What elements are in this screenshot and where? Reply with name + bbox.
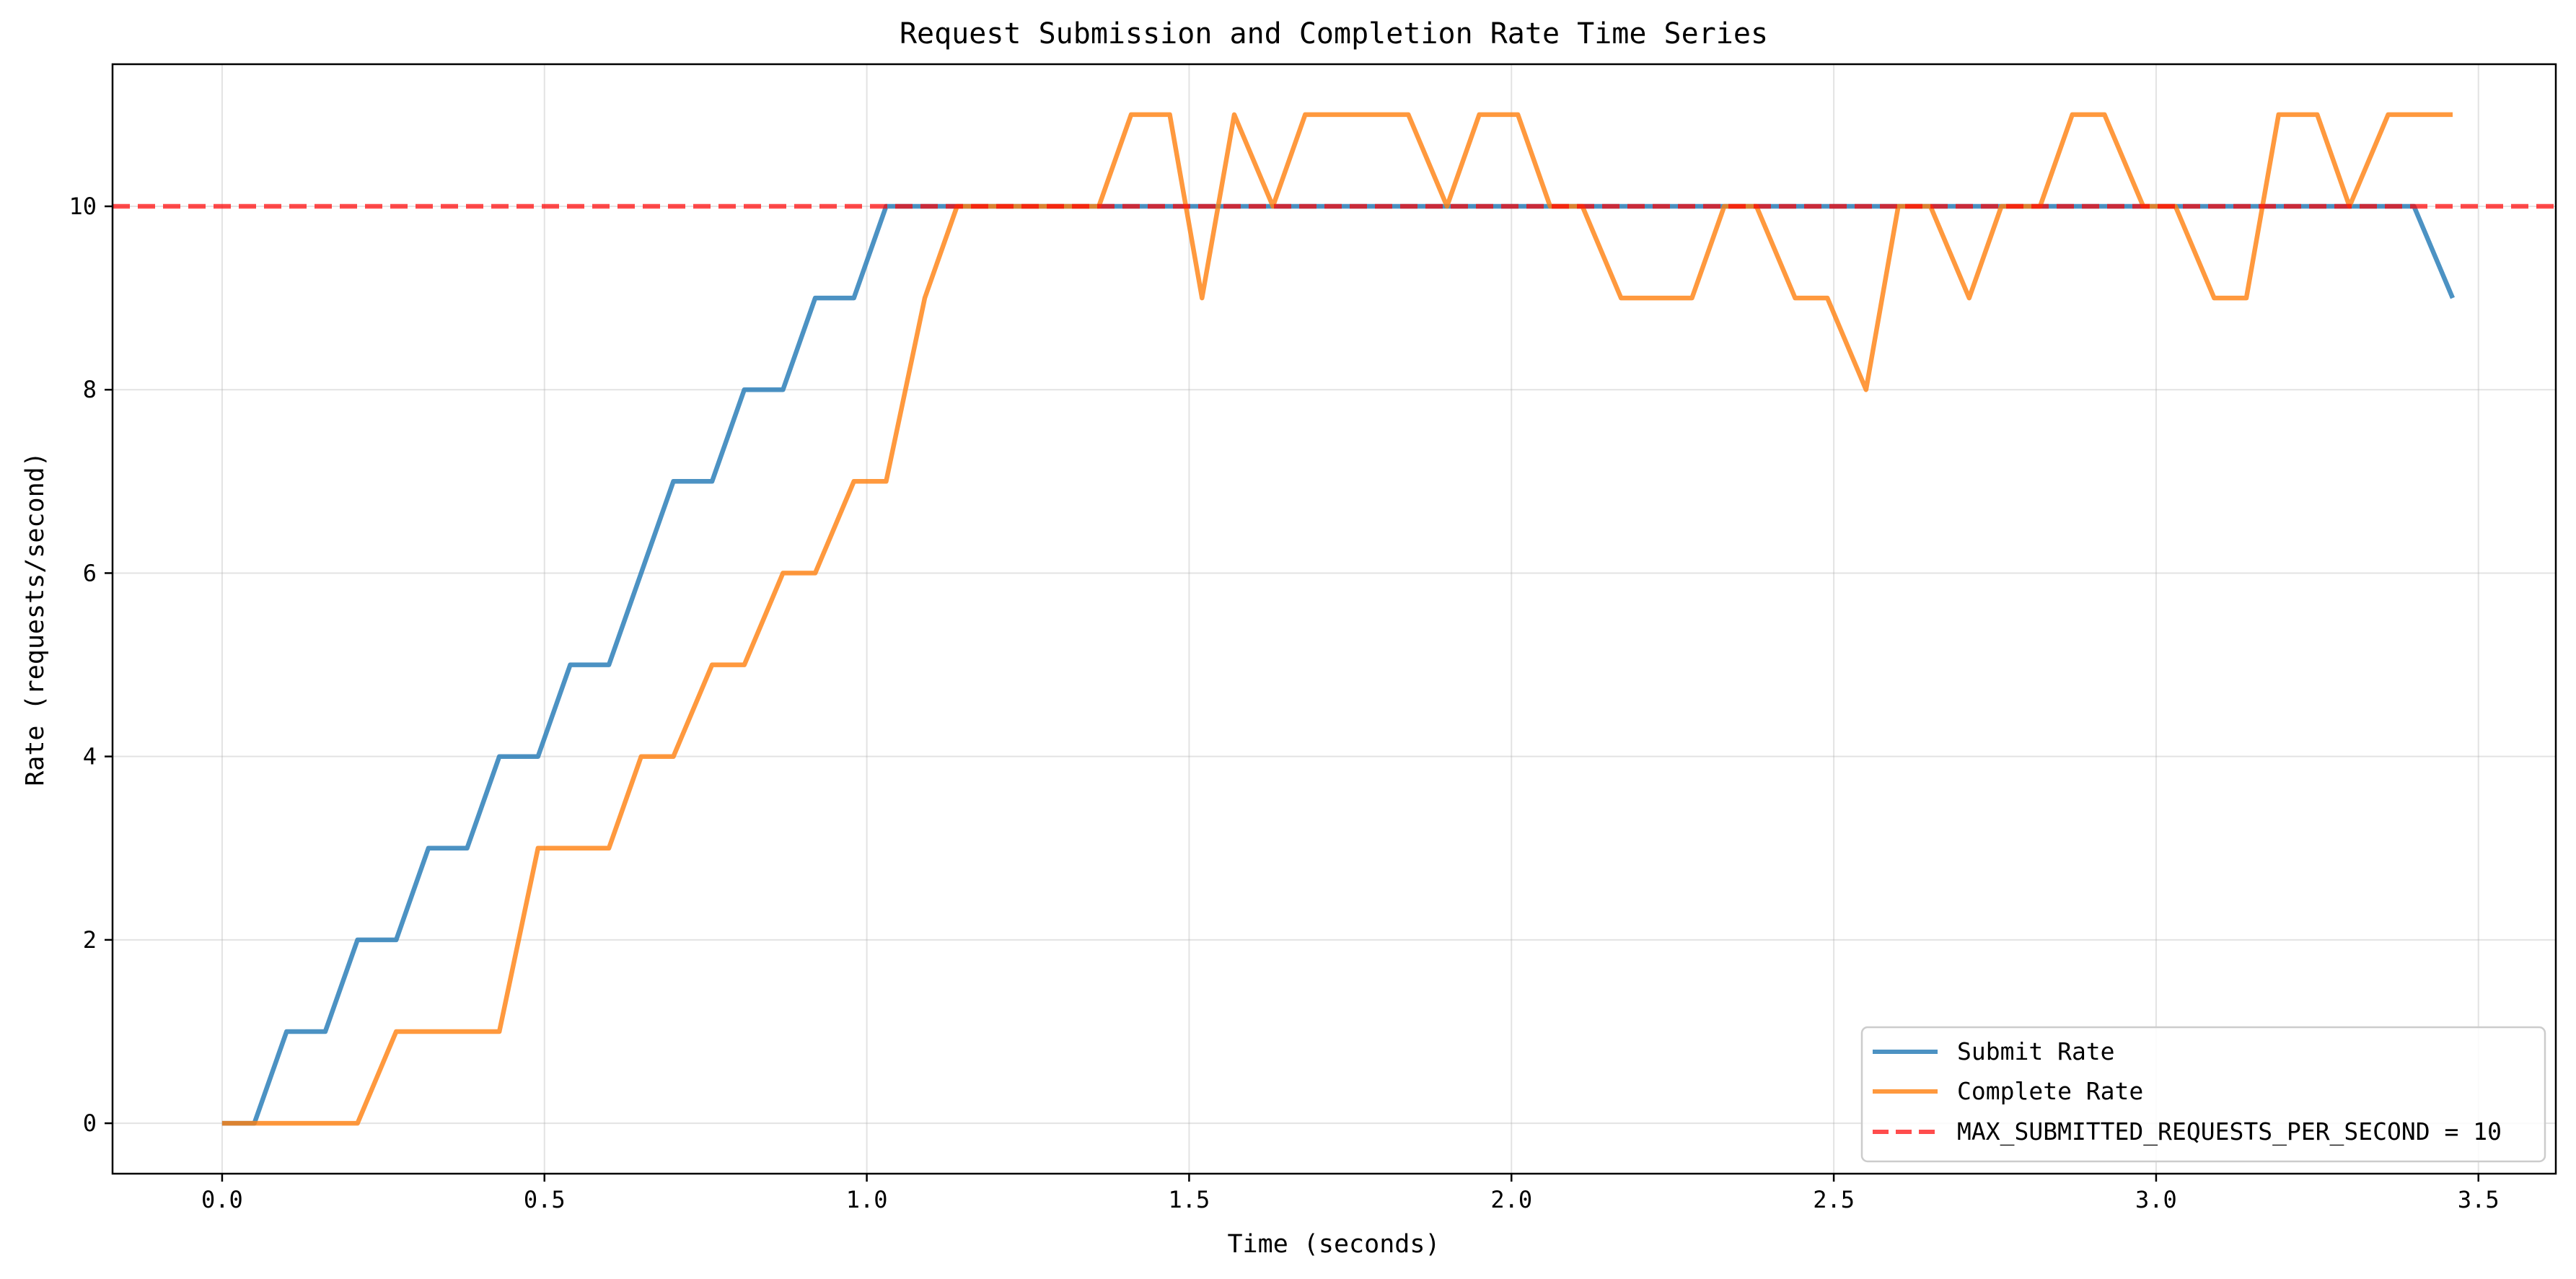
x-tick-label: 2.5 (1813, 1186, 1855, 1213)
legend-label-complete-rate: Complete Rate (1957, 1077, 2143, 1105)
y-tick-label: 2 (83, 926, 97, 954)
legend-label-submit-rate: Submit Rate (1957, 1037, 2115, 1065)
series-layer (113, 112, 2556, 1126)
y-tick-label: 0 (83, 1109, 97, 1137)
y-tick-label: 8 (83, 376, 97, 403)
x-tick-label: 0.0 (201, 1186, 243, 1213)
x-tick-label: 2.0 (1490, 1186, 1532, 1213)
legend-label-max-limit: MAX_SUBMITTED_REQUESTS_PER_SECOND = 10 (1957, 1117, 2502, 1146)
y-tick-label: 10 (69, 193, 97, 220)
legend-frame (1860, 1026, 2546, 1163)
x-axis-label: Time (seconds) (1227, 1230, 1440, 1259)
chart-title: Request Submission and Completion Rate T… (900, 17, 1768, 50)
x-tick-label: 0.5 (524, 1186, 566, 1213)
x-tick-label: 1.5 (1169, 1186, 1210, 1213)
axes-frame (111, 63, 2557, 1175)
legend: Submit Rate Complete Rate MAX_SUBMITTED_… (1860, 1026, 2546, 1163)
x-tick-label: 3.5 (2458, 1186, 2500, 1213)
y-tick-label: 6 (83, 559, 97, 586)
y-tick-label: 4 (83, 743, 97, 770)
x-tick-label: 1.0 (846, 1186, 888, 1213)
x-tick-label: 3.0 (2135, 1186, 2177, 1213)
tick-layer: 0.0 0.5 1.0 1.5 2.0 2.5 3.0 3.5 0 2 4 6 8 10 (69, 193, 2499, 1213)
series-line-complete-rate (221, 112, 2453, 1126)
y-axis-label: Rate (requests/second) (21, 452, 50, 786)
